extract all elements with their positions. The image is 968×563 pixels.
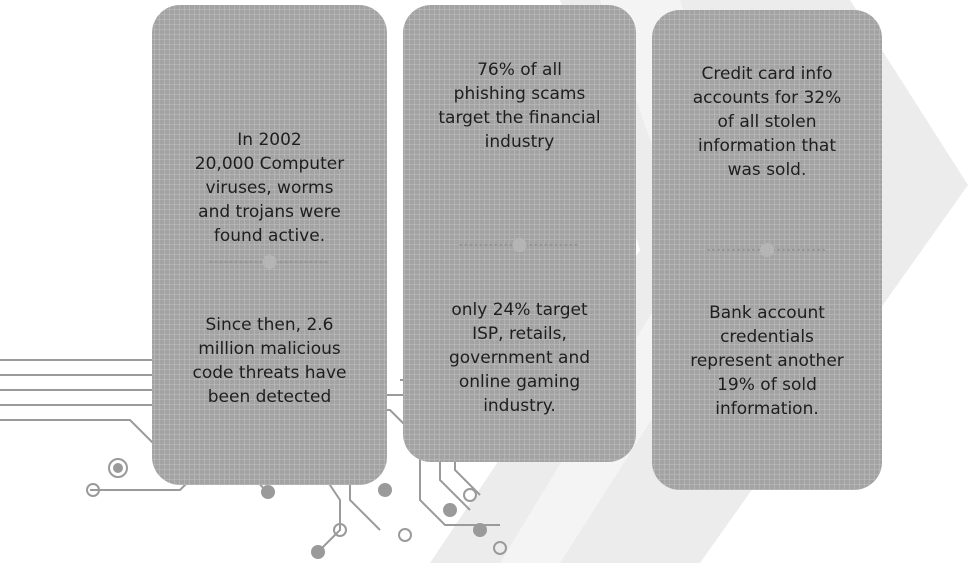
card: In 2002 20,000 Computer viruses, worms and … (152, 5, 387, 485)
divider-dot (513, 238, 527, 252)
card-bottom-line: ISP, retails, (472, 324, 567, 344)
card-top-line: of all stolen (718, 112, 817, 132)
card-top-line: and trojans were (198, 202, 341, 222)
card-bottom-line: only 24% target (451, 300, 588, 320)
card-top-line: In 2002 (237, 130, 301, 150)
slide: In 2002 20,000 Computer viruses, worms and … (0, 0, 968, 563)
card: Credit card info accounts for 32% of all s… (652, 10, 882, 490)
card-top-line: found active. (214, 226, 325, 246)
divider-dot (760, 243, 774, 257)
divider-dot (263, 255, 277, 269)
card-top-line: accounts for 32% (693, 88, 842, 108)
card-bottom-line: represent another (690, 351, 844, 371)
card-bottom-line: code threats have (193, 363, 347, 383)
card-top-line: was sold. (728, 160, 807, 180)
card-bottom-line: credentials (720, 327, 814, 347)
card-top-line: 76% of all (477, 60, 562, 80)
card: 76% of all phishing scams target the finan… (403, 5, 636, 462)
card-bottom-line: 19% of sold (717, 375, 817, 395)
card-bottom-line: online gaming (459, 372, 580, 392)
cards: In 2002 20,000 Computer viruses, worms and … (152, 5, 882, 490)
card-top-line: viruses, worms (206, 178, 334, 198)
card-bottom-line: Since then, 2.6 (205, 315, 333, 335)
card-top-line: information that (698, 136, 836, 156)
card-bottom-line: government and (449, 348, 590, 368)
card-bottom-line: industry. (483, 396, 556, 416)
card-top-line: 20,000 Computer (195, 154, 344, 174)
card-bottom-line: Bank account (709, 303, 825, 323)
card-bottom-line: million malicious (198, 339, 341, 359)
card-top-line: industry (485, 132, 555, 152)
card-bottom-line: been detected (208, 387, 332, 407)
card-bottom-line: information. (715, 399, 819, 419)
card-top-line: Credit card info (701, 64, 832, 84)
card-top-line: target the financial (438, 108, 600, 128)
card-top-line: phishing scams (454, 84, 586, 104)
